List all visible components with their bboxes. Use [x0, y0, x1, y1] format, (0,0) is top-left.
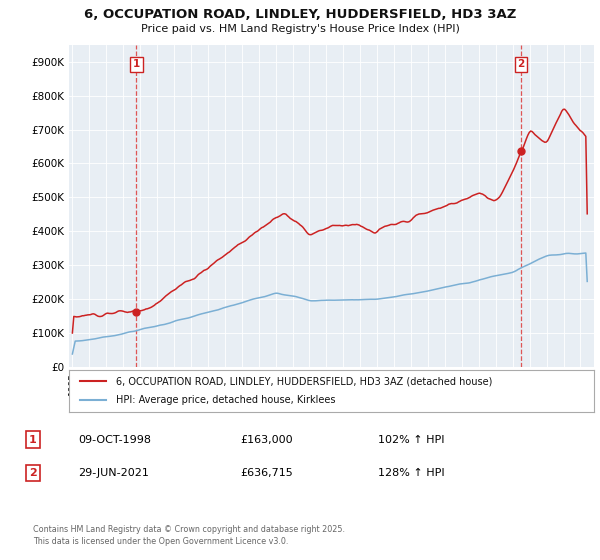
Text: 1: 1 [133, 59, 140, 69]
Text: £163,000: £163,000 [240, 435, 293, 445]
Text: Price paid vs. HM Land Registry's House Price Index (HPI): Price paid vs. HM Land Registry's House … [140, 24, 460, 34]
Text: 6, OCCUPATION ROAD, LINDLEY, HUDDERSFIELD, HD3 3AZ: 6, OCCUPATION ROAD, LINDLEY, HUDDERSFIEL… [84, 8, 516, 21]
Text: 09-OCT-1998: 09-OCT-1998 [78, 435, 151, 445]
Text: 6, OCCUPATION ROAD, LINDLEY, HUDDERSFIELD, HD3 3AZ (detached house): 6, OCCUPATION ROAD, LINDLEY, HUDDERSFIEL… [116, 376, 493, 386]
Text: 1: 1 [29, 435, 37, 445]
Text: 2: 2 [29, 468, 37, 478]
Text: Contains HM Land Registry data © Crown copyright and database right 2025.
This d: Contains HM Land Registry data © Crown c… [33, 525, 345, 546]
Text: 128% ↑ HPI: 128% ↑ HPI [378, 468, 445, 478]
Text: HPI: Average price, detached house, Kirklees: HPI: Average price, detached house, Kirk… [116, 395, 336, 405]
Text: 102% ↑ HPI: 102% ↑ HPI [378, 435, 445, 445]
Text: 2: 2 [517, 59, 524, 69]
Text: 29-JUN-2021: 29-JUN-2021 [78, 468, 149, 478]
Text: £636,715: £636,715 [240, 468, 293, 478]
